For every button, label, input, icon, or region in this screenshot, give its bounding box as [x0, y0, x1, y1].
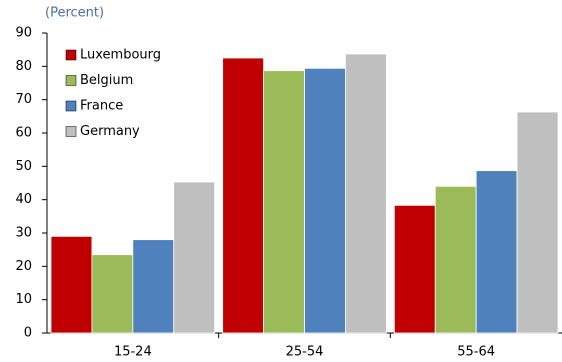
chart-subtitle: (Percent): [45, 6, 104, 21]
y-tick-label: 70: [15, 92, 32, 107]
legend-swatch: [65, 100, 77, 112]
x-tick-label: 25-54: [286, 345, 324, 360]
y-tick-label: 0: [24, 326, 32, 341]
y-tick-label: 80: [15, 59, 32, 74]
y-tick-label: 30: [15, 226, 32, 241]
y-tick-label: 40: [15, 192, 32, 207]
bar: [345, 53, 387, 334]
y-tick-label: 90: [15, 26, 32, 41]
y-tick-label: 10: [15, 292, 32, 307]
legend-label: France: [80, 99, 123, 114]
x-tick-label: 55-64: [457, 345, 495, 360]
y-tick-label: 60: [15, 126, 32, 141]
bar: [91, 254, 134, 334]
bar: [475, 170, 518, 334]
x-tick-label: 15-24: [114, 345, 152, 360]
legend-label: Luxembourg: [80, 48, 161, 63]
legend-swatch: [65, 49, 77, 61]
legend-label: Germany: [80, 124, 140, 139]
legend-swatch: [65, 75, 77, 86]
legend-label: Belgium: [80, 73, 133, 88]
bar: [516, 111, 559, 334]
bar: [222, 57, 264, 334]
bar: [263, 70, 305, 334]
bar: [304, 67, 346, 334]
y-tick-label: 50: [15, 159, 32, 174]
y-tick-label: 20: [15, 259, 32, 274]
bar: [393, 204, 436, 334]
legend-swatch: [65, 126, 77, 137]
bar: [434, 185, 477, 334]
bar: [132, 239, 175, 334]
bar: [50, 235, 93, 334]
bar: [173, 181, 216, 334]
